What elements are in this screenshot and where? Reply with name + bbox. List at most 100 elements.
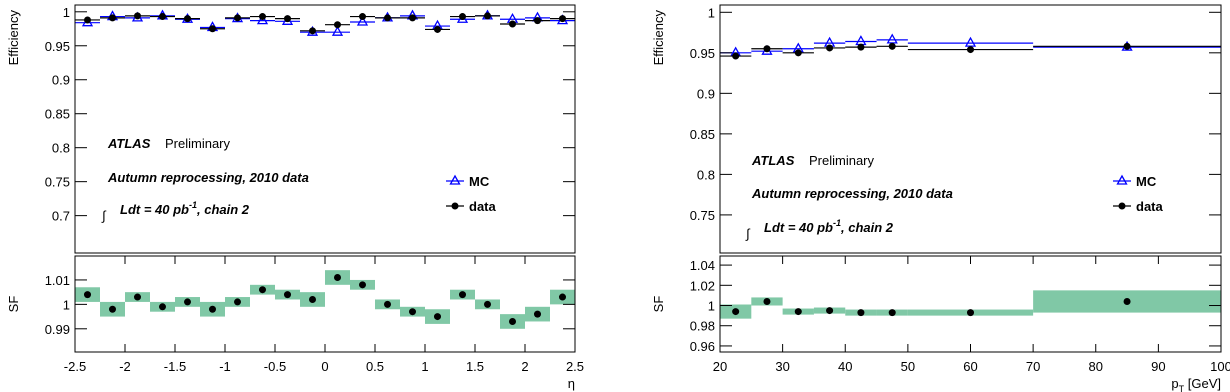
dataset-label: Autumn reprocessing, 2010 data [751, 186, 953, 201]
x-axis-label-sub: T [1179, 384, 1185, 392]
y-tick-label: 1 [63, 5, 70, 20]
sf-point [159, 303, 166, 311]
plot-area [75, 270, 575, 329]
marker-triangle [331, 25, 344, 36]
marker-circle [84, 16, 91, 24]
marker-circle [534, 17, 541, 25]
sf-point [134, 293, 141, 301]
y-tick-label: 0.75 [690, 208, 715, 223]
x-tick-label: 20 [713, 359, 727, 374]
x-tick-label: 70 [1026, 359, 1040, 374]
marker-circle [888, 42, 896, 50]
sf-point [209, 305, 216, 313]
marker-circle [732, 52, 740, 60]
plot-area [720, 33, 1221, 60]
sf-point [184, 298, 191, 306]
lumi-label: Ldt = 40 pb-1, chain 2 [764, 218, 894, 235]
lumi-suffix: , chain 2 [840, 220, 894, 235]
marker-circle [409, 14, 416, 22]
sf-point [434, 313, 441, 321]
x-tick-label: -1 [219, 359, 231, 374]
y-tick-label: 1.04 [690, 258, 715, 273]
marker-circle [826, 44, 834, 52]
x-tick-label: 1.5 [466, 359, 484, 374]
sf-point [857, 309, 865, 317]
x-tick-label: 2.5 [566, 359, 584, 374]
marker-circle [309, 27, 316, 35]
marker-triangle [256, 14, 269, 25]
sf-point [509, 317, 516, 325]
legend-label: MC [469, 174, 490, 189]
marker-circle [284, 15, 291, 23]
experiment-label: ATLAS [751, 153, 795, 168]
plot-area [75, 9, 575, 36]
marker-circle [184, 15, 191, 23]
sf-point [309, 295, 316, 303]
x-tick-label: -0.5 [264, 359, 286, 374]
panel: 0.75 0.8 0.85 0.9 0.95 1 Efficiency ATLAS Prelim… [651, 4, 1222, 254]
y-axis-label: SF [651, 296, 666, 313]
marker-circle [234, 14, 241, 22]
marker-triangle [886, 33, 898, 44]
integral-sign: ∫ [101, 208, 107, 223]
marker-circle [159, 13, 166, 21]
marker-circle [209, 25, 216, 33]
y-tick-label: 0.9 [697, 86, 715, 101]
sf-point [794, 308, 802, 316]
sf-point [84, 291, 91, 299]
lumi-suffix: , chain 2 [196, 202, 250, 217]
sf-point [732, 308, 740, 316]
y-tick-label: 0.8 [697, 167, 715, 182]
y-tick-label: 1 [708, 5, 715, 20]
legend-label: data [1136, 199, 1164, 214]
marker-circle [763, 45, 771, 53]
plot-area [720, 290, 1221, 319]
marker-triangle [356, 15, 369, 26]
marker-triangle [964, 36, 977, 47]
x-tick-label: 90 [1151, 359, 1165, 374]
sf-point [459, 291, 466, 299]
lumi-label: Ldt = 40 pb-1, chain 2 [120, 200, 250, 217]
x-tick-label: 1 [421, 359, 428, 374]
panel: 0.99 1 1.01 -2.5 -2 -1.5 -1 -0.5 0 0.5 1 1.5 2 2.5 SF η [6, 255, 584, 391]
marker-triangle [855, 35, 867, 46]
panel: 0.96 0.98 1 1.02 1.04 20 30 40 50 60 70 80 90 100 SF pT… [651, 255, 1230, 392]
lumi-main: Ldt = 40 pb [120, 202, 189, 217]
sf-point [409, 308, 416, 316]
marker-circle [384, 14, 391, 22]
x-tick-label: 60 [963, 359, 977, 374]
sf-point [534, 310, 541, 318]
sf-point [384, 300, 391, 308]
marker-circle [134, 12, 141, 20]
y-tick-label: 0.95 [45, 39, 70, 54]
sf-point [109, 305, 116, 313]
marker-circle [451, 202, 459, 210]
x-axis-label-main: p [1171, 376, 1178, 391]
status-label: Preliminary [165, 136, 231, 151]
status-label: Preliminary [809, 153, 875, 168]
frame [719, 255, 1222, 353]
sf-point [484, 300, 491, 308]
marker-circle [967, 46, 974, 54]
x-axis-label: pT [GeV] [1171, 376, 1221, 392]
y-tick-label: 0.98 [690, 319, 715, 334]
marker-circle [794, 49, 802, 57]
sf-point [559, 293, 566, 301]
marker-circle [109, 14, 116, 22]
frame [719, 4, 1222, 254]
marker-triangle [449, 174, 461, 185]
y-axis-label: Efficiency [6, 10, 21, 66]
x-tick-label: 30 [775, 359, 789, 374]
x-tick-label: 50 [901, 359, 915, 374]
sf-point [826, 307, 834, 315]
x-tick-label: -2.5 [64, 359, 86, 374]
y-tick-label: 0.96 [690, 339, 715, 354]
legend-label: data [469, 199, 497, 214]
sf-point [763, 297, 771, 305]
x-axis-label: η [568, 376, 575, 391]
x-tick-label: 100 [1210, 359, 1230, 374]
sf-point [359, 281, 366, 289]
marker-circle [259, 13, 266, 21]
y-tick-label: 0.85 [45, 107, 70, 122]
